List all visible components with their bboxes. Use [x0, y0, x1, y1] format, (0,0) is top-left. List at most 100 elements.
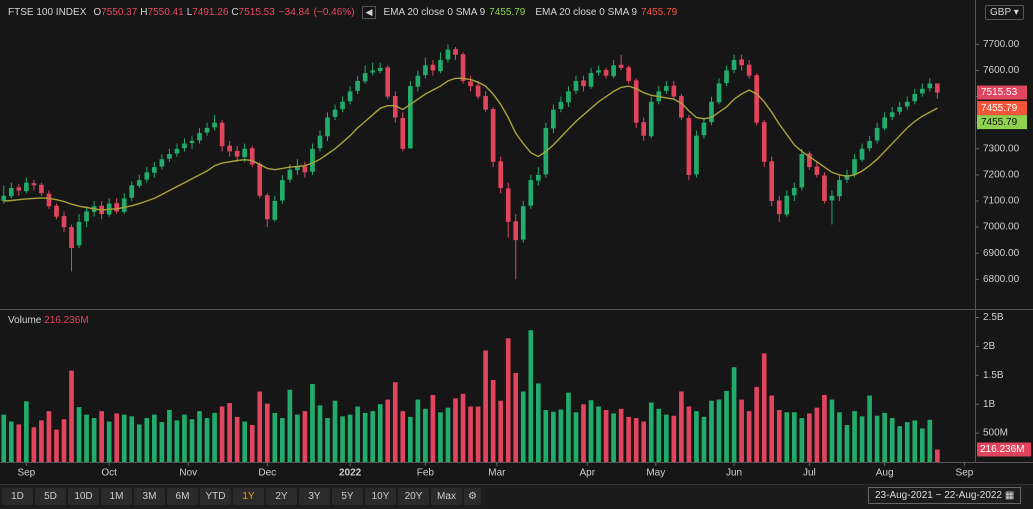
candle-body [490, 109, 496, 162]
candle-body [528, 180, 534, 206]
volume-tick-label: 1B [983, 399, 996, 410]
volume-bar [144, 418, 150, 462]
chart: 6800.00 6900.00 7000.00 7100.00 7200.00 7300.… [0, 0, 1033, 479]
range-button[interactable]: 10Y [365, 488, 396, 505]
instrument-name: FTSE 100 INDEX [8, 7, 87, 18]
y-tick-label: 7600.00 [983, 65, 1020, 76]
volume-bar [174, 420, 180, 462]
candle-body [498, 161, 504, 188]
candle-body [84, 211, 89, 222]
volume-bar [99, 411, 104, 462]
range-button[interactable]: 20Y [398, 488, 429, 505]
range-button[interactable]: 2Y [266, 488, 297, 505]
volume-bar [1, 414, 7, 462]
candle-body [287, 169, 293, 180]
volume-bar [355, 406, 360, 462]
price-tag-label: 7515.53 [981, 87, 1018, 98]
price-tag [977, 85, 1027, 100]
volume-bar [927, 419, 933, 462]
range-button[interactable]: Max [431, 488, 462, 505]
range-button[interactable]: 10D [68, 488, 99, 505]
candle-body [430, 64, 436, 71]
volume-bar [822, 394, 827, 462]
volume-bar [799, 418, 805, 462]
volume-bar [859, 416, 865, 462]
volume-bar [370, 411, 376, 462]
volume-bar [686, 406, 692, 462]
candle-body [197, 133, 202, 141]
volume-bar [919, 428, 925, 462]
volume-bar [468, 406, 473, 462]
volume-bar [648, 402, 654, 462]
range-button[interactable]: 1D [2, 488, 33, 505]
range-button[interactable]: YTD [200, 488, 231, 505]
candle-body [76, 221, 82, 246]
volume-tick-label: 1.5B [983, 370, 1004, 381]
candle-body [325, 117, 330, 137]
volume-bar [377, 404, 383, 462]
volume-bar [219, 406, 225, 462]
candle-body [807, 153, 812, 168]
candle-body [889, 112, 895, 117]
volume-bar [746, 411, 752, 462]
candle-body [24, 182, 29, 192]
volume-bar [679, 391, 684, 462]
volume-bar [543, 409, 549, 462]
range-button[interactable]: 5Y [332, 488, 363, 505]
volume-bar [197, 411, 202, 462]
volume-bar [558, 409, 564, 462]
volume-bar [264, 403, 270, 462]
candle-body [272, 200, 278, 220]
range-buttons: 1D 5D 10D 1M 3M 6M YTD 1Y 2Y 3Y 5Y 10Y 20Y Max ⚙ [2, 488, 481, 505]
candle-body [249, 148, 255, 165]
volume-tick-label: 2.5B [983, 312, 1004, 323]
volume-bar [257, 391, 263, 462]
price-tag-label: 7455.79 [981, 103, 1018, 114]
settings-button[interactable]: ⚙ [464, 488, 481, 505]
volume-bar [295, 414, 300, 462]
indicator-name: EMA 20 close 0 SMA 9 [535, 7, 638, 18]
volume-bar [362, 412, 368, 462]
candle-body [618, 64, 624, 68]
candle-body [739, 59, 744, 66]
range-button[interactable]: 1M [101, 488, 132, 505]
ema-line [3, 77, 938, 211]
ohlc-readout: O7550.37 H7550.41 L7491.26 C7515.53 [90, 7, 274, 18]
range-button[interactable]: 6M [167, 488, 198, 505]
change: −34.84 [278, 7, 310, 18]
range-button[interactable]: 3M [134, 488, 165, 505]
collapse-button[interactable]: ◀ [361, 6, 377, 19]
volume-bar [31, 427, 37, 462]
range-button[interactable]: 5D [35, 488, 66, 505]
candle-body [189, 140, 195, 144]
volume-bar [573, 412, 579, 462]
indicator-name: EMA 20 close 0 SMA 9 [383, 7, 486, 18]
candle-body [671, 85, 677, 97]
volume-bar [475, 406, 481, 462]
candle-body [340, 101, 345, 110]
volume-bar [430, 394, 436, 462]
volume-bar [897, 426, 903, 462]
candle-body [280, 180, 285, 201]
volume-tag-label: 216.236M [980, 444, 1024, 455]
candle-body [400, 117, 406, 149]
candle-body [513, 221, 519, 241]
currency-select[interactable]: GBP ▾ [985, 5, 1024, 20]
candle-body [144, 172, 150, 180]
range-button[interactable]: 3Y [299, 488, 330, 505]
range-button[interactable]: 1Y [233, 488, 264, 505]
candle-body [31, 183, 37, 186]
candle-body [69, 227, 74, 248]
date-range[interactable]: 23-Aug-2021 − 22-Aug-2022 ▦ [868, 487, 1022, 504]
candle-body [423, 65, 428, 76]
legend-readout: FTSE 100 INDEX O7550.37 H7550.41 L7491.26 C… [8, 6, 677, 19]
candle-body [633, 80, 639, 123]
readout-value: 7550.37 [101, 7, 138, 18]
candle-body [596, 70, 601, 73]
indicator: EMA 20 close 0 SMA 9 7455.79 [535, 7, 677, 18]
candle-body [844, 174, 850, 180]
readout-label: L [186, 7, 193, 18]
candle-body [438, 60, 443, 71]
candle-body [212, 122, 217, 128]
